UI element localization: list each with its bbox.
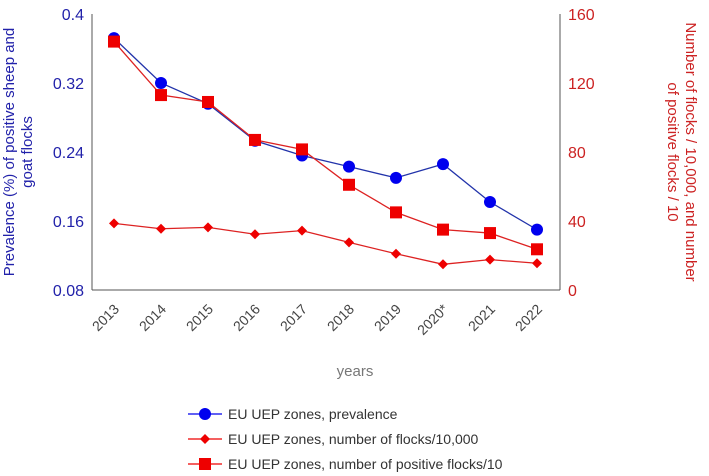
data-point-circle <box>531 223 543 236</box>
right-tick-label: 160 <box>568 7 595 24</box>
data-point-circle <box>390 171 402 184</box>
x-tick-label: 2018 <box>324 301 357 334</box>
y-axis-title: Prevalence (%) of positive sheep andgoat… <box>1 28 36 276</box>
data-point-square <box>437 223 449 236</box>
data-point-diamond <box>297 225 307 236</box>
left-tick-label: 0.32 <box>53 76 84 93</box>
data-point-square <box>108 35 120 48</box>
data-point-square <box>484 227 496 240</box>
x-tick-label: 2022 <box>512 301 545 334</box>
data-point-diamond <box>344 237 354 248</box>
legend-marker-square <box>199 458 211 470</box>
legend-marker-circle <box>199 408 211 420</box>
left-tick-label: 0.24 <box>53 145 84 162</box>
data-point-square <box>390 206 402 219</box>
data-point-square <box>531 243 543 256</box>
y-axis-title-line: goat flocks <box>19 116 36 188</box>
x-tick-label: 2020* <box>414 300 452 338</box>
data-point-square <box>202 95 214 108</box>
data-point-circle <box>484 196 496 209</box>
series-line-circle <box>113 37 538 231</box>
legend-marker-diamond <box>200 434 210 444</box>
x-tick-label: 2014 <box>136 301 169 334</box>
left-tick-label: 0.16 <box>53 214 84 231</box>
right-tick-label: 40 <box>568 214 586 231</box>
left-tick-label: 0.08 <box>53 283 84 300</box>
data-point-diamond <box>250 229 260 240</box>
data-point-diamond <box>109 218 119 229</box>
legend-label: EU UEP zones, prevalence <box>228 406 398 422</box>
data-point-circle <box>343 160 355 173</box>
legend-label: EU UEP zones, number of positive flocks/… <box>228 456 503 472</box>
x-tick-label: 2016 <box>230 301 263 334</box>
x-tick-label: 2015 <box>183 301 216 334</box>
data-point-circle <box>155 77 167 89</box>
right-tick-label: 80 <box>568 145 586 162</box>
series-line-diamond <box>113 222 538 265</box>
data-point-diamond <box>438 259 448 270</box>
y2-axis-title: Number of flocks / 10,000, and numberof … <box>664 22 699 281</box>
data-point-diamond <box>391 248 401 259</box>
data-point-circle <box>437 158 449 171</box>
x-axis-title: years <box>337 363 374 380</box>
right-tick-label: 0 <box>568 283 577 300</box>
right-tick-label: 120 <box>568 76 595 93</box>
x-tick-label: 2021 <box>465 301 498 334</box>
y-axis-title-line: Prevalence (%) of positive sheep and <box>1 28 18 276</box>
left-tick-label: 0.4 <box>62 7 84 24</box>
x-tick-label: 2013 <box>89 301 122 334</box>
data-point-square <box>343 178 355 191</box>
data-point-diamond <box>203 222 213 233</box>
data-point-diamond <box>532 258 542 269</box>
x-tick-label: 2017 <box>277 301 310 334</box>
data-point-square <box>296 143 308 156</box>
legend-label: EU UEP zones, number of flocks/10,000 <box>228 431 479 447</box>
data-point-square <box>155 89 167 102</box>
data-point-square <box>249 133 261 146</box>
y2-axis-title-line: of positive flocks / 10 <box>664 82 681 221</box>
series-line-square <box>113 41 538 250</box>
data-point-diamond <box>485 254 495 265</box>
data-point-diamond <box>156 223 166 234</box>
y2-axis-title-line: Number of flocks / 10,000, and number <box>682 22 699 281</box>
x-tick-label: 2019 <box>371 301 404 334</box>
